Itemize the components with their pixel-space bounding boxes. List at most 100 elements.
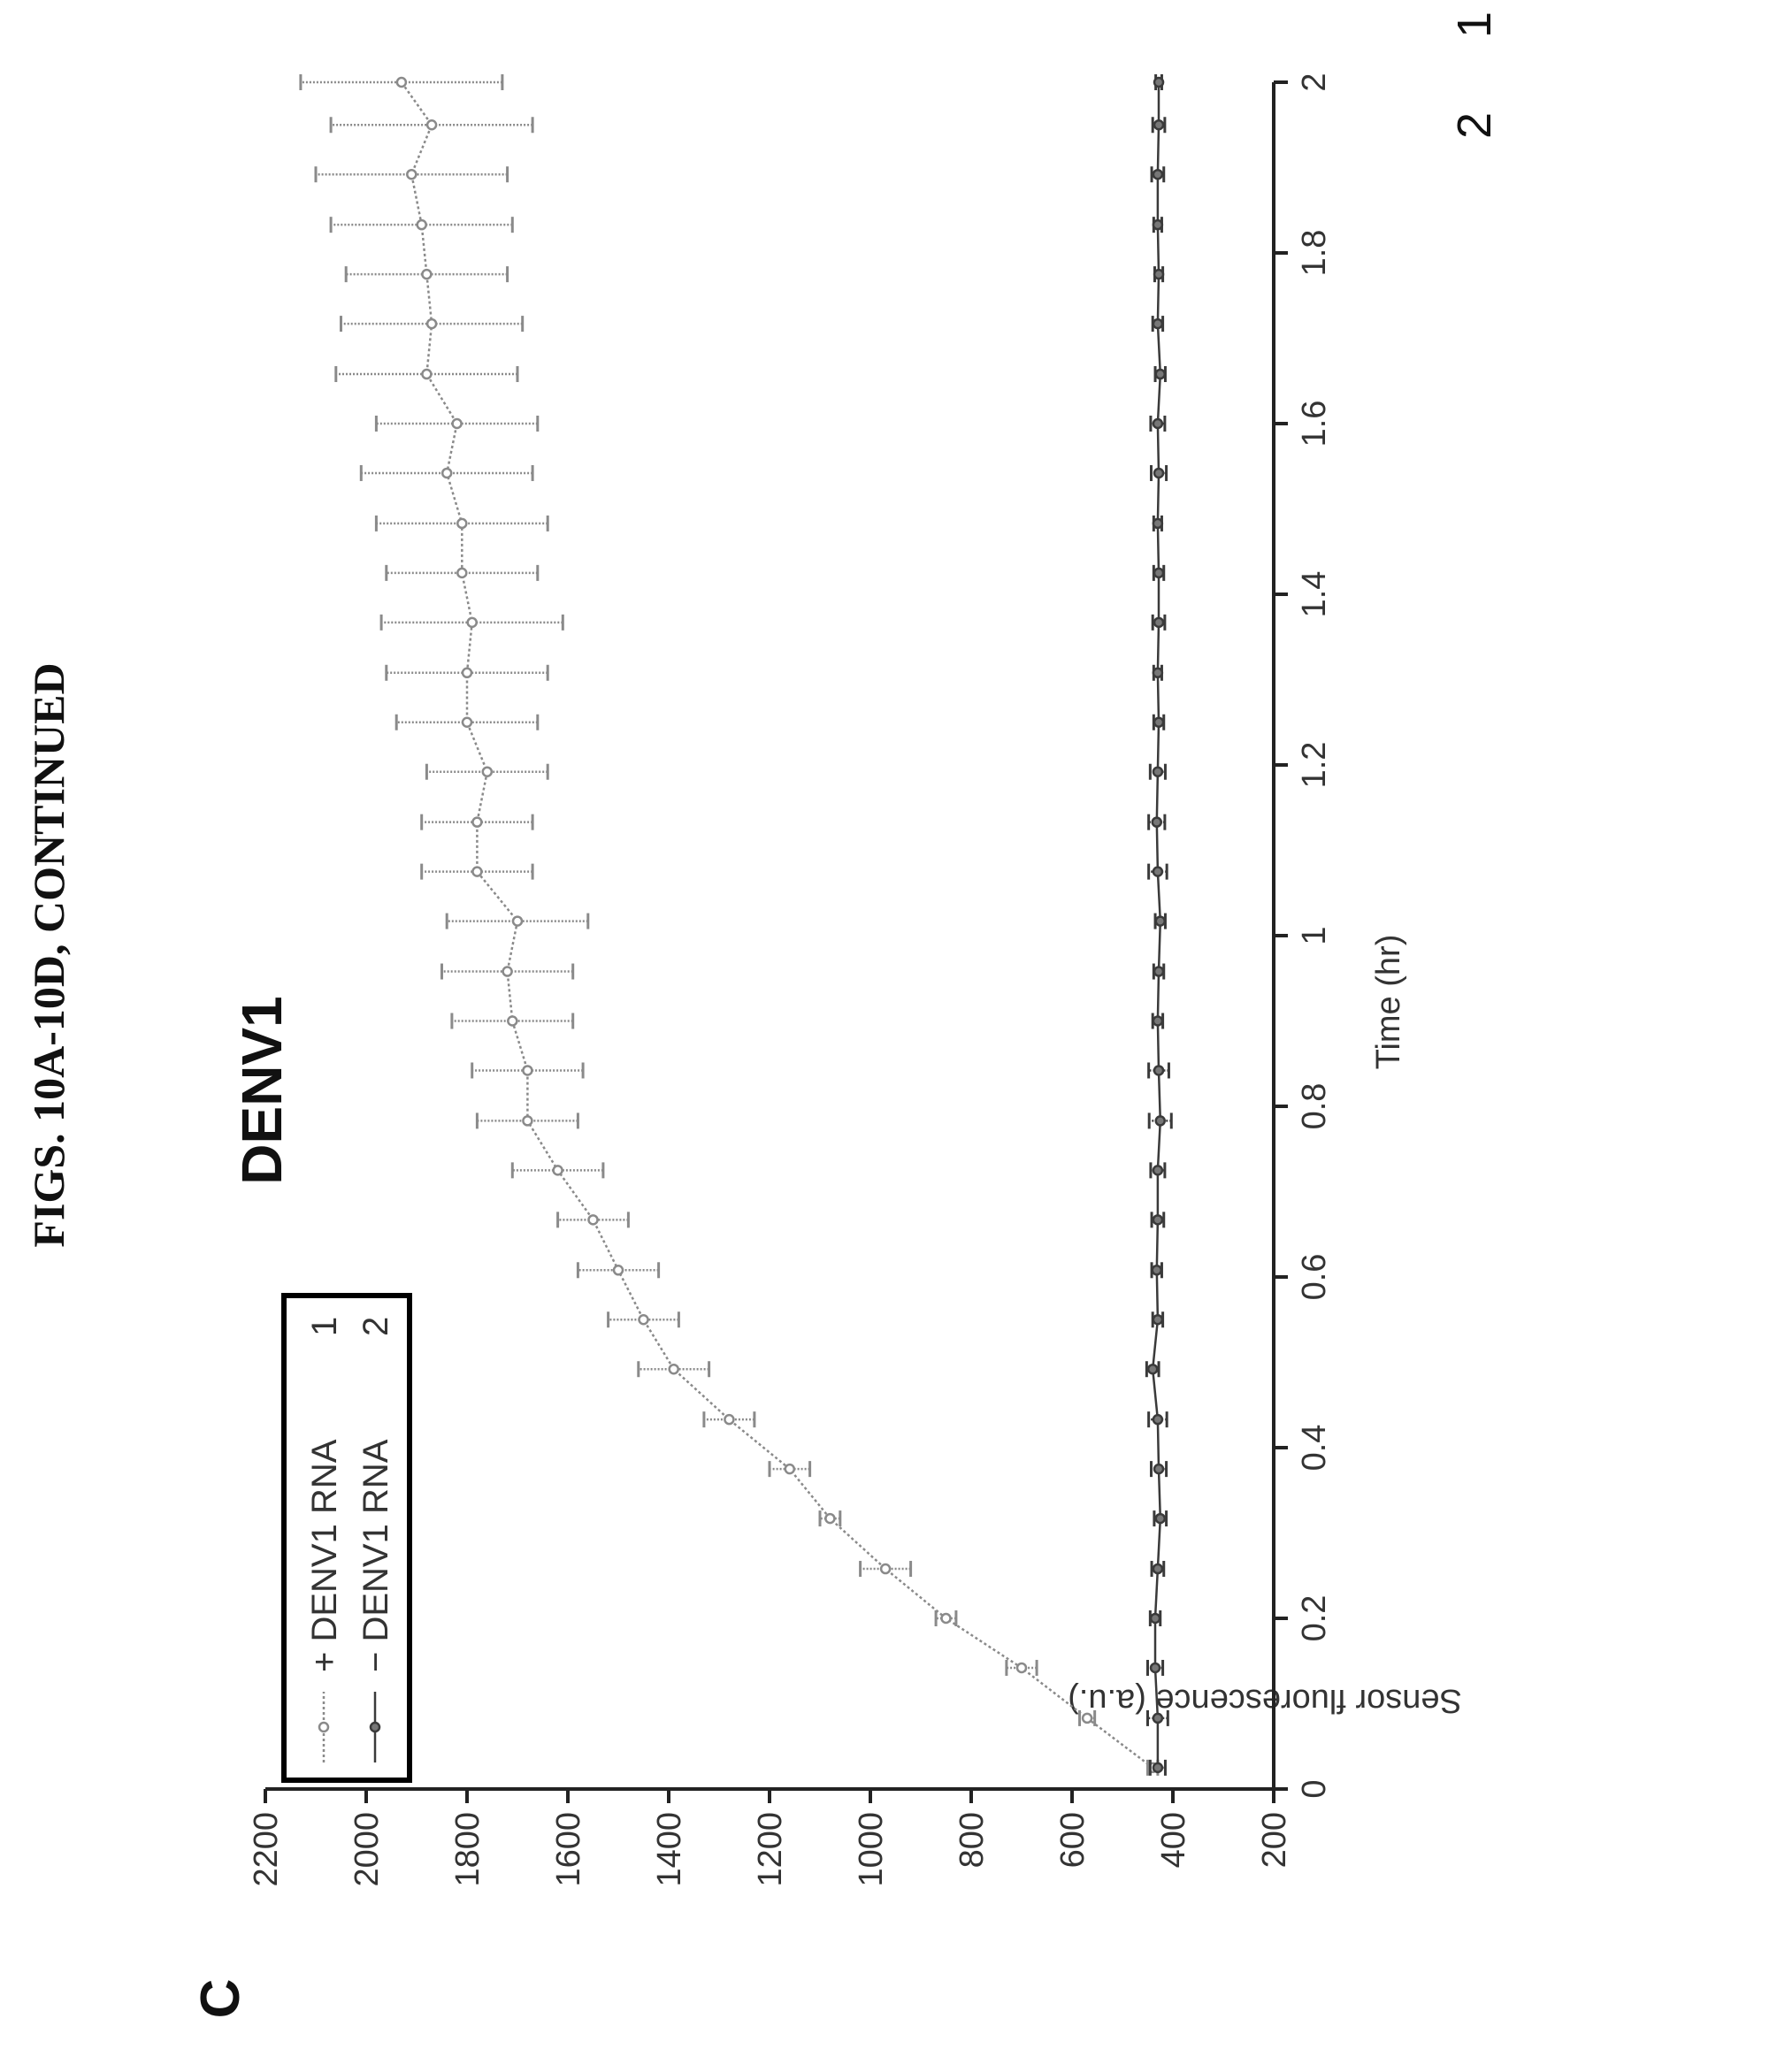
data-point [587, 1214, 599, 1226]
data-point [1153, 76, 1165, 88]
y-tick-label: 2200 [248, 1812, 285, 1887]
data-point [940, 1612, 952, 1625]
x-tick-label: 1.8 [1296, 230, 1333, 277]
figure-caption: FIGS. 10A-10D, CONTINUED [24, 662, 73, 1247]
series-minus [1145, 74, 1173, 1776]
data-point [1149, 1662, 1161, 1674]
legend-marker-minus [369, 1721, 381, 1733]
data-point [668, 1363, 679, 1375]
data-point [1153, 1065, 1165, 1076]
data-point [466, 616, 478, 629]
x-tick-label: 1.6 [1296, 401, 1333, 447]
x-tick-label: 0 [1296, 1779, 1333, 1798]
data-point [425, 119, 438, 131]
data-point [1152, 866, 1164, 877]
legend-label-minus: − DENV1 RNA [356, 1439, 395, 1672]
x-tick-label: 2 [1296, 73, 1333, 91]
y-tick-label: 600 [1054, 1812, 1091, 1868]
data-point [1153, 268, 1165, 280]
legend-item-minus: − DENV1 RNA 2 [356, 1317, 395, 1762]
data-point [1152, 417, 1164, 430]
data-point [461, 716, 473, 728]
data-point [1152, 1214, 1164, 1226]
data-point [1152, 1165, 1164, 1176]
panel-label: C [190, 1979, 251, 2019]
data-point [1151, 816, 1163, 828]
data-point [1152, 517, 1164, 530]
data-point [1152, 1563, 1164, 1575]
side-label-series-1: 1 [1448, 11, 1501, 38]
y-tick-label: 1600 [550, 1812, 587, 1887]
data-point [824, 1512, 836, 1525]
x-tick-label: 0.4 [1296, 1425, 1333, 1472]
data-point [451, 417, 463, 430]
chart: DENV1 Sensor fluorescence (a.u.) Time (h… [230, 73, 1462, 1886]
data-point [784, 1463, 796, 1475]
data-point [1015, 1662, 1028, 1674]
data-point [1154, 1512, 1166, 1525]
data-point [1153, 467, 1165, 479]
data-point [456, 517, 468, 530]
y-axis-label: Sensor fluorescence (a.u.) [1068, 1682, 1462, 1719]
x-tick-label: 0.8 [1296, 1083, 1333, 1130]
data-point [1152, 168, 1164, 180]
x-tick-label: 1 [1296, 926, 1333, 944]
data-point [1151, 1265, 1163, 1276]
data-point [1153, 1463, 1165, 1475]
side-label-series-2: 2 [1448, 112, 1501, 139]
data-point [395, 76, 408, 88]
series-layer [299, 74, 1173, 1776]
data-point [1152, 317, 1164, 330]
data-point [1149, 1612, 1161, 1625]
x-axis-label: Time (hr) [1370, 935, 1407, 1070]
data-point [471, 866, 483, 877]
data-point [456, 567, 468, 579]
y-tick-label: 800 [954, 1812, 991, 1868]
data-point [416, 218, 427, 231]
data-point [1153, 716, 1165, 728]
data-point [440, 467, 453, 479]
data-point [507, 1015, 518, 1027]
y-tick-label: 1400 [651, 1812, 688, 1887]
legend-marker-plus [318, 1721, 330, 1733]
data-point [879, 1563, 892, 1575]
data-point [1154, 1115, 1166, 1127]
data-point [406, 168, 417, 180]
series-plus [299, 74, 1160, 1776]
data-point [724, 1413, 735, 1426]
legend-box [281, 1293, 412, 1783]
data-point [421, 368, 433, 380]
legend-number-plus: 1 [305, 1317, 344, 1336]
data-point [1154, 915, 1166, 927]
chart-title: DENV1 [230, 996, 294, 1184]
data-point [1153, 966, 1165, 977]
data-point [471, 816, 483, 828]
data-point [1152, 1015, 1164, 1027]
data-point [461, 667, 473, 679]
y-tick-label: 1800 [449, 1812, 486, 1887]
y-tick-label: 200 [1256, 1812, 1293, 1868]
data-point [1153, 119, 1165, 131]
data-point [638, 1314, 649, 1326]
x-tick-label: 0.2 [1296, 1595, 1333, 1642]
data-point [1154, 368, 1166, 380]
y-tick-label: 1000 [853, 1812, 890, 1887]
data-point [1152, 1314, 1164, 1326]
x-axis-ticks: 0 0.2 0.4 0.6 0.8 1 1.2 1.4 1.6 1.8 2 [1274, 73, 1333, 1799]
data-point [612, 1265, 624, 1276]
x-tick-label: 0.6 [1296, 1254, 1333, 1301]
data-point [1152, 1762, 1164, 1774]
x-tick-label: 1.4 [1296, 571, 1333, 618]
data-point [1152, 667, 1164, 679]
data-point [552, 1165, 563, 1176]
data-point [1152, 1712, 1164, 1724]
data-point [502, 966, 513, 977]
data-point [1152, 766, 1164, 777]
legend-number-minus: 2 [356, 1317, 395, 1336]
data-point [1153, 567, 1165, 579]
data-point [511, 915, 524, 927]
data-point [1152, 218, 1164, 231]
data-point [1153, 616, 1165, 629]
legend: + DENV1 RNA 1 − DENV1 RNA 2 [281, 1293, 412, 1783]
